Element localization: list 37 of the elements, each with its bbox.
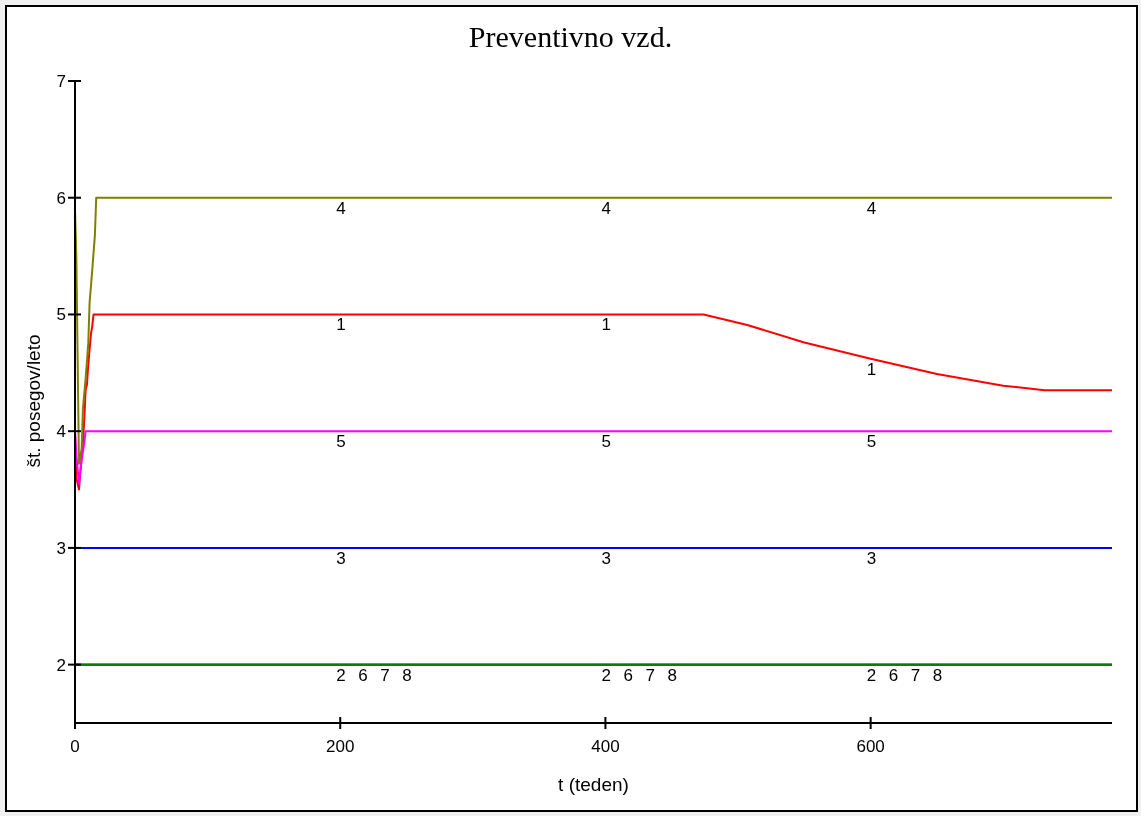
y-tick-label: 5: [56, 305, 66, 325]
series-label: 1: [866, 359, 877, 379]
text: 7: [645, 665, 655, 685]
text: 8: [667, 665, 677, 685]
x-tick-label: 400: [591, 737, 620, 756]
series-label: 7: [380, 665, 390, 685]
text: 4: [866, 198, 877, 218]
y-tick-label: 6: [56, 188, 66, 208]
x-tick-label: 0: [70, 737, 80, 756]
series-label: 8: [402, 665, 412, 685]
text: 8: [932, 665, 943, 685]
y-axis-title: št. posegov/leto: [23, 334, 44, 468]
x-axis-title: t (teden): [558, 774, 629, 795]
series-label: 4: [336, 198, 346, 218]
text: 7: [910, 665, 921, 685]
y-tick-label: 2: [56, 655, 66, 675]
x-tick-label: 600: [856, 737, 885, 756]
series-label: 6: [358, 665, 368, 685]
text: 2: [601, 665, 611, 685]
text: 3: [601, 548, 611, 568]
chart-title: Preventivno vzd.: [468, 20, 673, 53]
series-label: 2: [336, 665, 346, 685]
x-tick-label: 200: [326, 737, 355, 756]
series-label: 5: [336, 432, 346, 452]
y-tick-label: 3: [56, 538, 66, 558]
series-label: 3: [336, 548, 346, 568]
text: 4: [601, 198, 611, 218]
text: 6: [623, 665, 633, 685]
text: 1: [601, 315, 611, 335]
y-tick-label: 7: [56, 72, 66, 91]
text: 5: [601, 432, 611, 452]
text: 5: [866, 432, 877, 452]
text: 3: [866, 548, 877, 568]
text: 6: [888, 665, 899, 685]
text: 1: [336, 315, 346, 335]
y-tick-label: 4: [56, 422, 66, 442]
text: 2: [866, 665, 877, 685]
